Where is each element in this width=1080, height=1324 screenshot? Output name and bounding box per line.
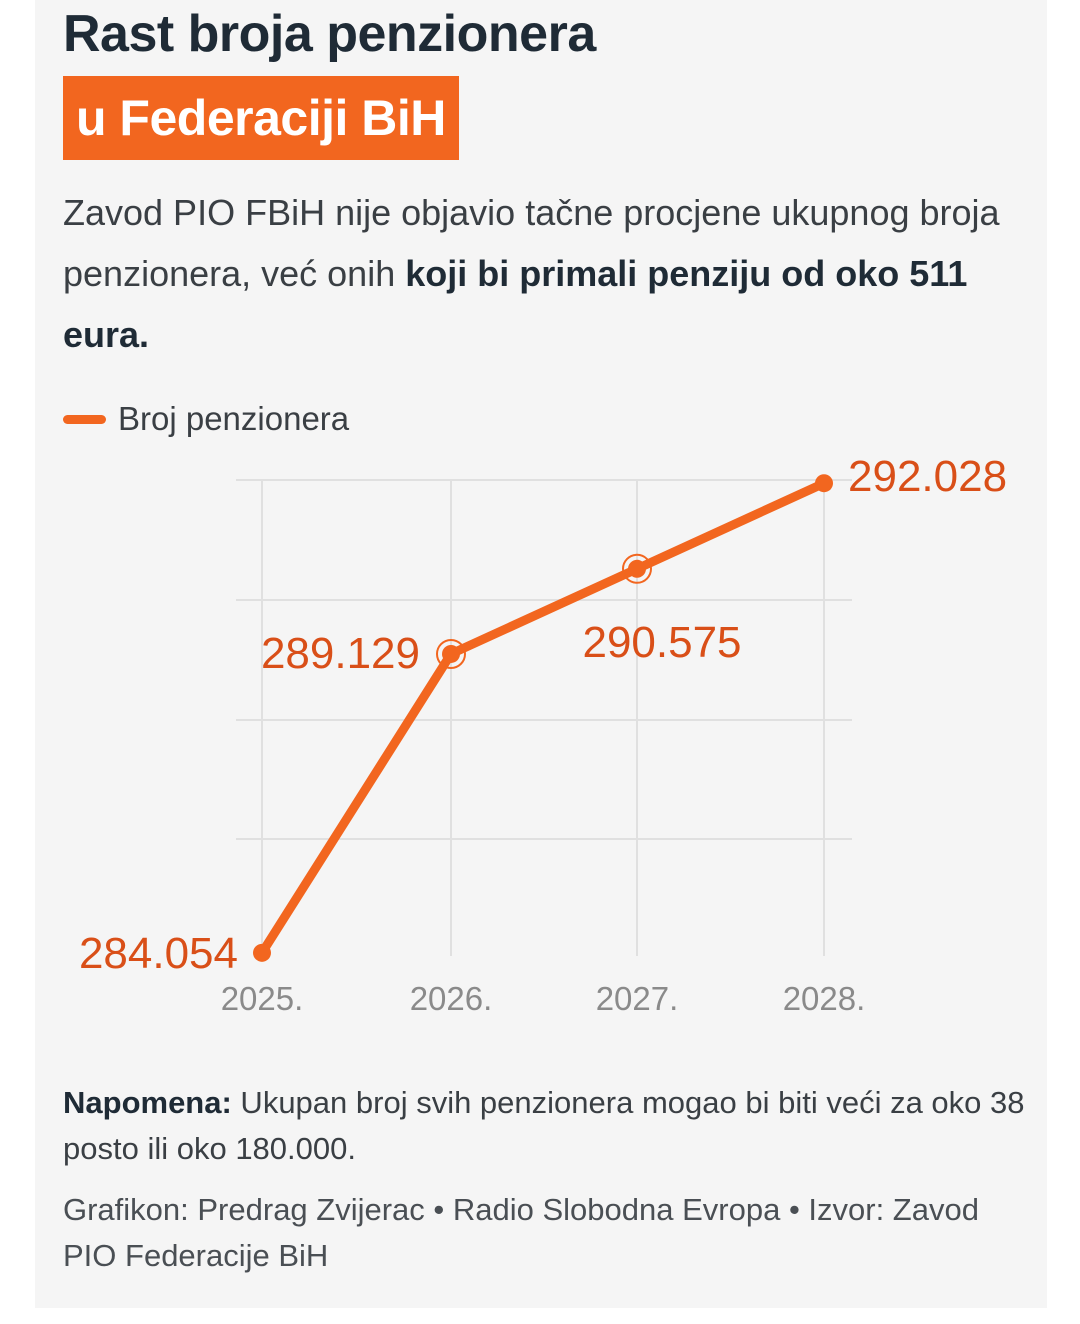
page-title: Rast broja penzionera: [63, 5, 596, 63]
data-label: 290.575: [582, 618, 741, 667]
x-tick-label: 2028.: [783, 980, 866, 1017]
legend-label: Broj penzionera: [118, 400, 350, 437]
chart-legend: Broj penzionera: [63, 397, 349, 441]
data-label: 284.054: [79, 929, 238, 978]
chart-note: Napomena: Ukupan broj svih penzionera mo…: [63, 1080, 1028, 1172]
data-point-ring: [622, 553, 652, 584]
line-chart: 2025. 2026. 2027. 2028. 284.054 289.129 290.57…: [79, 452, 1007, 1017]
data-point: [628, 559, 646, 578]
data-point: [815, 474, 833, 493]
subtitle-emphasis: koji bi primali penziju od oko 511 eura.: [63, 253, 968, 355]
note-label: Napomena:: [63, 1085, 232, 1120]
chart-credits: Grafikon: Predrag Zvijerac • Radio Slobo…: [63, 1192, 979, 1273]
data-point: [253, 943, 271, 962]
x-tick-label: 2025.: [221, 980, 304, 1017]
infographic-card: [35, 0, 1047, 1308]
data-point-ring: [436, 638, 466, 669]
x-tick-label: 2026.: [410, 980, 493, 1017]
data-point: [442, 644, 460, 663]
data-label: 289.129: [261, 629, 420, 678]
x-tick-label: 2027.: [596, 980, 679, 1017]
title-highlight: u Federaciji BiH: [63, 76, 459, 160]
legend-swatch: [63, 414, 106, 424]
data-label: 292.028: [848, 452, 1007, 501]
subtitle-text: Zavod PIO FBiH nije objavio tačne procje…: [63, 192, 1000, 294]
note-text: Ukupan broj svih penzionera mogao bi bit…: [63, 1085, 1025, 1166]
subtitle: Zavod PIO FBiH nije objavio tačne procje…: [63, 182, 1028, 365]
series-line: [257, 478, 829, 958]
